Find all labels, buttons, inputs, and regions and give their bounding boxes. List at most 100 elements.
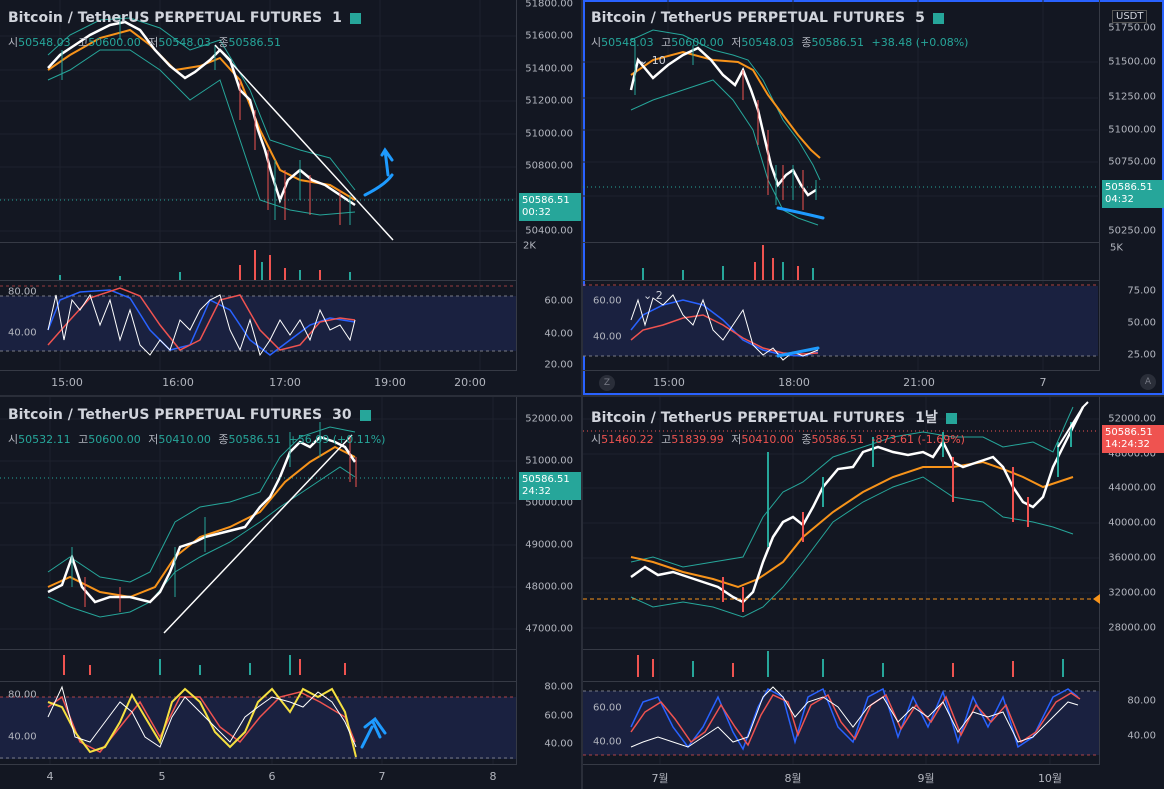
time-tick: 21:00 [903, 376, 935, 389]
chart-pane-1d[interactable]: Bitcoin / TetherUS PERPETUAL FUTURES 1날 시… [583, 397, 1164, 789]
time-tick: 19:00 [374, 376, 406, 389]
high-label: 고 [78, 433, 89, 446]
osc-left-tick: 60.00 [593, 295, 622, 307]
price-chart[interactable] [0, 0, 581, 395]
low-label: 저 [731, 36, 742, 49]
collapse-indicators-button[interactable]: ⌄ 10 [639, 54, 666, 67]
time-tick: 8 [489, 770, 497, 783]
close-value: 50586.51 [228, 36, 282, 49]
price-axis[interactable]: 52000.00 48000.00 44000.00 40000.00 3600… [1093, 397, 1164, 765]
alert-marker-icon[interactable] [1093, 594, 1100, 604]
price-tick: 51000.00 [525, 455, 573, 467]
high-label: 고 [78, 36, 89, 49]
price-tick: 52000.00 [525, 413, 573, 425]
osc-tick: 60.00 [544, 710, 573, 722]
close-label: 종 [801, 36, 812, 49]
high-value: 50600.00 [671, 36, 724, 49]
timeframe-label: 5 [915, 10, 925, 26]
symbol-name: Bitcoin / TetherUS PERPETUAL FUTURES [591, 10, 906, 26]
last-price-label: 50586.51 24:32 [519, 472, 581, 500]
time-tick: 7 [1039, 376, 1047, 389]
osc-left-tick: 80.00 [8, 689, 37, 701]
time-axis[interactable]: Z 15:00 18:00 21:00 7 [583, 370, 1100, 395]
price-chart[interactable] [583, 397, 1164, 789]
close-label: 종 [218, 36, 229, 49]
price-chart[interactable] [0, 397, 581, 789]
osc-left-tick: 80.00 [8, 286, 37, 298]
change-value: +38.48 (+0.08%) [871, 36, 969, 49]
time-tick: 15:00 [653, 376, 685, 389]
price-axis[interactable]: 51800.00 51600.00 51400.00 51200.00 5100… [516, 0, 581, 371]
price-tick: 40000.00 [1108, 517, 1156, 529]
divider [583, 280, 1100, 281]
open-value: 50548.03 [601, 36, 654, 49]
time-tick: 17:00 [269, 376, 301, 389]
symbol-name: Bitcoin / TetherUS PERPETUAL FUTURES [8, 10, 323, 26]
osc-tick: 40.00 [544, 328, 573, 340]
price-tick: 50800.00 [525, 160, 573, 172]
chart-pane-1m[interactable]: Bitcoin / TetherUS PERPETUAL FUTURES 1 시5… [0, 0, 581, 395]
osc-tick: 60.00 [544, 295, 573, 307]
flag-icon[interactable] [359, 409, 371, 421]
collapse-osc-button[interactable]: ⌄ 2 [643, 289, 663, 302]
open-label: 시 [591, 433, 602, 446]
high-value: 50600.00 [88, 36, 141, 49]
price-tick: 48000.00 [1108, 448, 1156, 460]
price-tick: 50750.00 [1108, 156, 1156, 168]
zoom-scale-button[interactable]: Z [599, 375, 615, 391]
open-value: 50548.03 [18, 36, 71, 49]
high-label: 고 [661, 433, 672, 446]
low-label: 저 [731, 433, 742, 446]
close-label: 종 [801, 433, 812, 446]
price-tick: 28000.00 [1108, 622, 1156, 634]
low-label: 저 [148, 433, 159, 446]
low-label: 저 [148, 36, 159, 49]
price-tick: 51400.00 [525, 63, 573, 75]
volume-scale-label: 5K [1110, 242, 1123, 254]
open-value: 50532.11 [18, 433, 71, 446]
change-value: -873.61 (-1.69%) [871, 433, 965, 446]
ohlc-legend: 시50548.03 고50600.00 저50548.03 종50586.51 … [591, 34, 972, 50]
flag-icon[interactable] [932, 12, 944, 24]
divider [0, 649, 517, 650]
currency-badge[interactable]: USDT [1112, 10, 1148, 23]
price-tick: 49000.00 [525, 539, 573, 551]
time-tick: 4 [46, 770, 54, 783]
time-axis[interactable]: 7월 8월 9월 10월 [583, 764, 1100, 789]
price-chart[interactable] [583, 0, 1164, 395]
volume-scale-label: 2K [523, 240, 536, 252]
ohlc-legend: 시51460.22 고51839.99 저50410.00 종50586.51 … [591, 431, 969, 447]
time-tick: 20:00 [454, 376, 486, 389]
horizontal-pane-separator[interactable] [0, 395, 1164, 397]
timeframe-label: 1날 [915, 410, 938, 426]
flag-icon[interactable] [945, 412, 957, 424]
time-tick: 18:00 [778, 376, 810, 389]
flag-icon[interactable] [349, 12, 361, 24]
timeframe-label: 1 [332, 10, 342, 26]
low-value: 50410.00 [158, 433, 211, 446]
time-axis[interactable]: 4 5 6 7 8 [0, 764, 517, 789]
symbol-name: Bitcoin / TetherUS PERPETUAL FUTURES [591, 410, 906, 426]
change-value: +56.09 (+0.11%) [288, 433, 386, 446]
time-axis[interactable]: 15:00 16:00 17:00 19:00 20:00 [0, 370, 517, 395]
price-tick: 48000.00 [525, 581, 573, 593]
price-axis[interactable]: 51750.00 51500.00 51250.00 51000.00 5075… [1099, 0, 1164, 390]
chart-pane-30m[interactable]: Bitcoin / TetherUS PERPETUAL FUTURES 30 시… [0, 397, 581, 789]
chart-pane-5m[interactable]: Bitcoin / TetherUS PERPETUAL FUTURES 5 시5… [583, 0, 1164, 395]
price-tick: 51000.00 [1108, 124, 1156, 136]
divider [583, 681, 1100, 682]
open-label: 시 [8, 36, 19, 49]
price-tick: 32000.00 [1108, 587, 1156, 599]
osc-tick: 25.00 [1127, 349, 1156, 361]
last-price-label: 50586.51 00:32 [519, 193, 581, 221]
price-tick: 50400.00 [525, 225, 573, 237]
time-tick: 8월 [784, 772, 802, 785]
high-value: 51839.99 [671, 433, 724, 446]
osc-tick: 40.00 [1127, 730, 1156, 742]
divider [0, 242, 517, 243]
osc-tick: 80.00 [1127, 695, 1156, 707]
vertical-pane-separator[interactable] [581, 0, 583, 789]
price-axis[interactable]: 52000.00 51000.00 50000.00 49000.00 4800… [516, 397, 581, 765]
auto-scale-button[interactable]: A [1140, 374, 1156, 390]
price-tick: 51600.00 [525, 30, 573, 42]
